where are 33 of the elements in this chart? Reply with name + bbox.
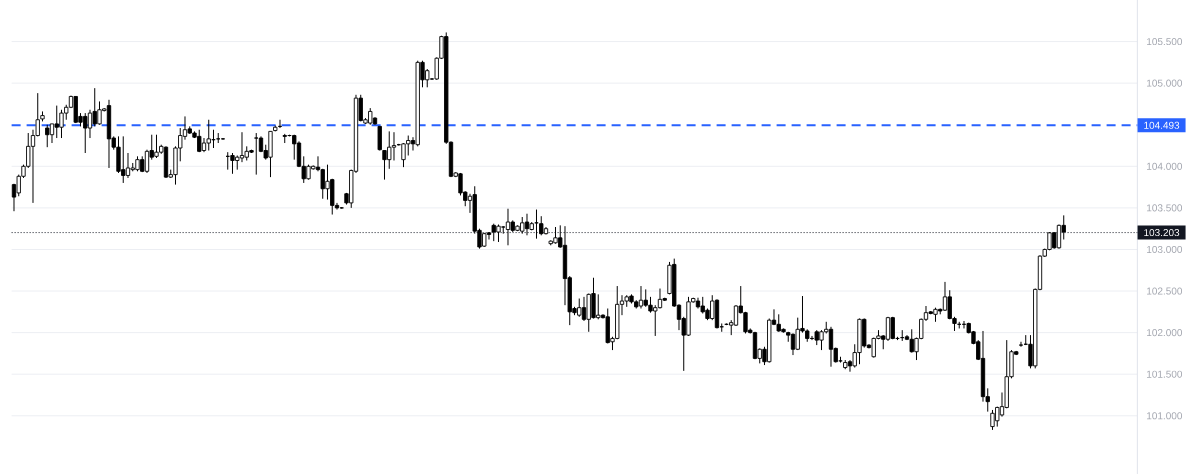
candlestick: [539, 215, 544, 236]
candlestick: [1018, 341, 1024, 348]
y-tick-label: 103.500: [1147, 204, 1183, 212]
candlestick: [885, 316, 891, 342]
candlestick: [505, 208, 511, 246]
candlestick: [581, 296, 587, 322]
candlestick: [790, 332, 796, 356]
candlestick: [125, 152, 131, 179]
candlestick: [87, 109, 93, 139]
candlestick: [206, 119, 211, 152]
y-tick-label: 101.500: [1147, 370, 1183, 378]
ref-line-label: 104.493: [1144, 121, 1180, 129]
y-tick-label: 105.000: [1147, 79, 1183, 87]
y-tick-label: 101.000: [1147, 412, 1183, 420]
candlestick: [828, 326, 834, 368]
candlestick: [377, 125, 382, 152]
y-tick-label: 103.000: [1147, 245, 1183, 253]
candlestick: [254, 132, 259, 176]
candlestick: [733, 304, 739, 327]
candlestick: [524, 213, 530, 236]
candlestick: [657, 288, 663, 309]
candlestick: [1056, 224, 1062, 250]
candlestick: [45, 124, 50, 148]
candlestick: [144, 149, 150, 174]
candlestick: [239, 131, 245, 163]
y-tick-label: 105.500: [1147, 38, 1183, 46]
y-tick-label: 104.000: [1147, 162, 1183, 170]
ref-line-label: 103.203: [1144, 229, 1180, 237]
candlestick: [391, 131, 397, 161]
y-tick-label: 102.000: [1147, 329, 1183, 337]
candlestick: [49, 123, 55, 144]
candlestick: [638, 285, 644, 309]
y-tick-label: 102.500: [1147, 287, 1183, 295]
